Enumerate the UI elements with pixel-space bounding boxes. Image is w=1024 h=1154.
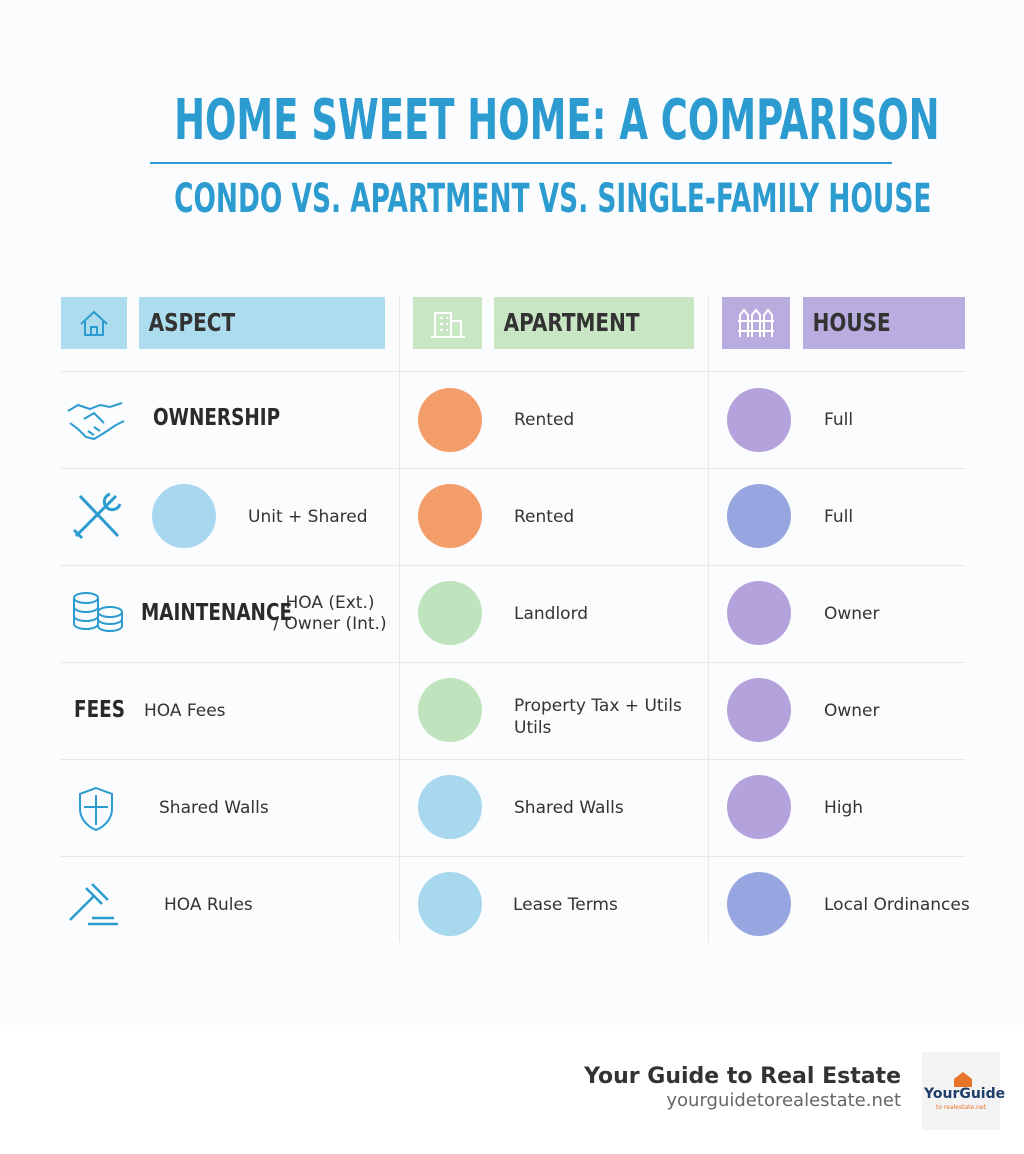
coins-icon xyxy=(73,592,123,632)
column-header: HOUSE xyxy=(812,308,891,337)
icon-circle xyxy=(418,678,482,742)
icon xyxy=(738,308,774,337)
logo-name: YourGuide xyxy=(924,1086,1006,1102)
icon-circle xyxy=(727,872,791,936)
aspect-label: MAINTENANCE xyxy=(141,600,293,626)
gavel-icon xyxy=(69,883,118,926)
icon-circle xyxy=(418,388,482,452)
icon-circle xyxy=(727,775,791,839)
aspect-value-line: / Owner (Int.) xyxy=(273,614,387,634)
header-icon-box xyxy=(413,297,482,349)
icon-circle xyxy=(418,484,482,548)
logo: YourGuide to realestate.net xyxy=(922,1052,1005,1130)
logo-house xyxy=(954,1072,972,1087)
column-header: APARTMENT xyxy=(503,308,640,337)
aspect-value: Shared Walls xyxy=(159,798,269,818)
apartment-value-line: Utils xyxy=(514,718,552,738)
header-icon-box xyxy=(61,297,127,349)
row-divider xyxy=(60,371,965,372)
logo-tagline: to realestate.net xyxy=(936,1104,986,1111)
house-value: Full xyxy=(824,410,854,430)
icon-circle xyxy=(727,484,791,548)
icon-circle xyxy=(418,775,482,839)
subtitle: CONDO VS. APARTMENT VS. SINGLE-FAMILY HO… xyxy=(174,176,932,222)
row-divider xyxy=(60,468,965,469)
icon-circle xyxy=(418,872,482,936)
icon-circle xyxy=(727,388,791,452)
icon xyxy=(431,312,465,338)
footer-brand: Your Guide to Real Estate xyxy=(584,1064,901,1089)
apartment-value: Landlord xyxy=(514,604,589,624)
title-rule xyxy=(150,162,892,164)
header-box xyxy=(139,297,385,349)
apartment-value: Rented xyxy=(514,507,575,527)
footer xyxy=(0,1025,1024,1154)
handshake-icon xyxy=(67,402,125,441)
row-divider xyxy=(60,662,965,663)
shield-icon xyxy=(79,786,113,832)
column-divider xyxy=(399,297,400,942)
column-divider xyxy=(708,297,709,942)
icon-circle xyxy=(152,484,216,548)
tools-icon xyxy=(72,492,122,540)
row-divider xyxy=(60,856,965,857)
column-header: ASPECT xyxy=(148,308,236,337)
house-value: Owner xyxy=(824,604,880,624)
header-box xyxy=(494,297,694,349)
house-value: Local Ordinances xyxy=(824,895,970,915)
header-box xyxy=(803,297,965,349)
footer-url: yourguidetorealestate.net xyxy=(666,1090,901,1111)
icon-circle xyxy=(727,678,791,742)
house-value: Full xyxy=(824,507,854,527)
aspect-label: FEES xyxy=(74,697,125,723)
aspect-value: HOA Fees xyxy=(144,701,226,721)
row-divider xyxy=(60,759,965,760)
apartment-value-line: Property Tax + Utils xyxy=(514,696,682,716)
row-divider xyxy=(60,565,965,566)
house-value: Owner xyxy=(824,701,880,721)
icon-circle xyxy=(727,581,791,645)
icon-circle xyxy=(418,581,482,645)
aspect-value-line: HOA (Ext.) xyxy=(285,593,375,613)
aspect-value: HOA Rules xyxy=(164,895,253,915)
aspect-value: Unit + Shared xyxy=(248,507,368,527)
apartment-value: Shared Walls xyxy=(514,798,624,818)
apartment-value: Rented xyxy=(514,410,575,430)
aspect-label: OWNERSHIP xyxy=(153,405,281,431)
apartment-value: Lease Terms xyxy=(513,895,618,915)
house-value: High xyxy=(824,798,864,818)
title: HOME SWEET HOME: A COMPARISON xyxy=(174,88,940,153)
icon xyxy=(80,310,108,336)
header-icon-box xyxy=(722,297,790,349)
